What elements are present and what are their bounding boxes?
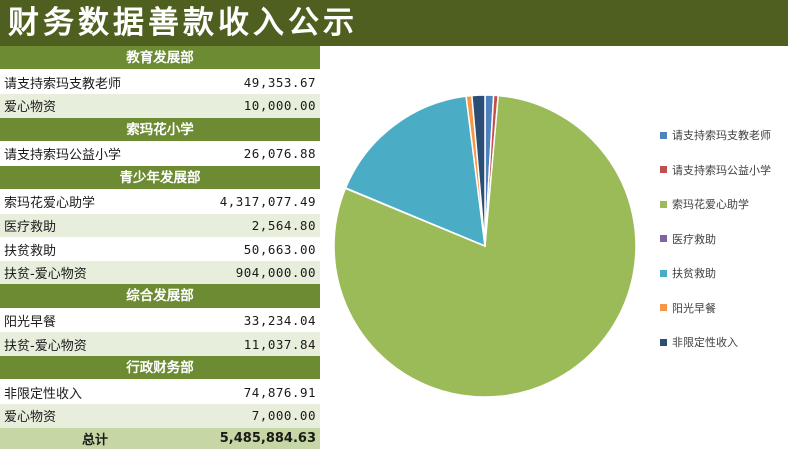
row-label: 爱心物资: [4, 410, 57, 426]
table-row: 索玛花爱心助学 4,317,077.49: [0, 190, 320, 214]
legend-swatch: [660, 338, 667, 346]
legend-swatch: [660, 131, 667, 139]
table-row: 非限定性收入 74,876.91: [0, 380, 320, 405]
legend-swatch: [660, 304, 667, 312]
legend-label: 阳光早餐: [672, 301, 716, 315]
table-row: 请支持索玛公益小学 26,076.88: [0, 142, 320, 166]
legend-item: 索玛花爱心助学: [660, 187, 788, 222]
row-label: 请支持索玛公益小学: [4, 148, 122, 164]
row-value: 7,000.00: [251, 408, 316, 424]
legend-item: 请支持索玛公益小学: [660, 153, 788, 188]
total-label: 总计: [81, 432, 108, 448]
pie-slice: [344, 95, 486, 248]
legend-label: 非限定性收入: [672, 336, 738, 350]
row-label: 爱心物资: [4, 100, 57, 116]
legend-swatch: [660, 166, 667, 174]
legend-label: 医疗救助: [672, 232, 716, 246]
donation-table: 教育发展部请支持索玛支教老师 49,353.67 爱心物资 10,000.00 索玛花小…: [0, 46, 320, 449]
legend-label: 索玛花爱心助学: [672, 198, 749, 212]
chart-legend: 请支持索玛支教老师 请支持索玛公益小学 索玛花爱心助学 医疗救助扶贫救助阳光早餐非限定…: [660, 118, 788, 360]
row-label: 扶贫-爱心物资: [4, 267, 87, 283]
legend-swatch: [660, 269, 667, 277]
legend-label: 请支持索玛支教老师: [672, 129, 771, 143]
legend-item: 医疗救助: [660, 222, 788, 257]
row-value: 26,076.88: [243, 146, 316, 162]
total-row: 总计 5,485,884.63: [0, 427, 320, 449]
section-header: 教育发展部: [0, 46, 320, 71]
section-header: 行政财务部: [0, 356, 320, 381]
table-row: 请支持索玛支教老师 49,353.67: [0, 70, 320, 94]
total-value: 5,485,884.63: [219, 430, 316, 446]
pie-slice: [471, 94, 486, 247]
section-header: 综合发展部: [0, 284, 320, 309]
section-header: 青少年发展部: [0, 165, 320, 190]
row-value: 74,876.91: [243, 384, 316, 400]
row-value: 4,317,077.49: [219, 194, 316, 210]
row-label: 阳光早餐: [4, 315, 57, 331]
legend-label: 请支持索玛公益小学: [672, 163, 771, 177]
legend-item: 阳光早餐: [660, 291, 788, 326]
table-row: 医疗救助 2,564.80: [0, 213, 320, 238]
legend-swatch: [660, 235, 667, 243]
row-value: 33,234.04: [243, 313, 316, 329]
row-value: 10,000.00: [243, 98, 316, 114]
pie-svg: [333, 94, 637, 398]
pie-chart: 请支持索玛支教老师 请支持索玛公益小学 索玛花爱心助学 医疗救助扶贫救助阳光早餐非限定…: [320, 46, 788, 449]
legend-label: 扶贫救助: [672, 267, 716, 281]
table-row: 阳光早餐 33,234.04: [0, 308, 320, 333]
legend-item: 扶贫救助: [660, 256, 788, 291]
row-value: 11,037.84: [243, 336, 316, 352]
page-title: 财务数据善款收入公示: [0, 0, 788, 46]
row-label: 扶贫-爱心物资: [4, 338, 87, 354]
row-label: 非限定性收入: [4, 386, 83, 402]
row-value: 49,353.67: [243, 74, 316, 90]
table-row: 扶贫-爱心物资 11,037.84: [0, 332, 320, 357]
legend-item: 请支持索玛支教老师: [660, 118, 788, 153]
row-label: 请支持索玛支教老师: [4, 76, 122, 92]
row-value: 50,663.00: [243, 241, 316, 257]
legend-item: 非限定性收入: [660, 325, 788, 360]
row-label: 索玛花爱心助学: [4, 196, 96, 212]
section-header: 索玛花小学: [0, 117, 320, 142]
row-label: 医疗救助: [4, 219, 57, 235]
row-label: 扶贫救助: [4, 243, 57, 259]
table-row: 扶贫救助 50,663.00: [0, 237, 320, 261]
row-value: 2,564.80: [251, 217, 316, 233]
table-row: 爱心物资 7,000.00: [0, 404, 320, 428]
table-row: 扶贫-爱心物资 904,000.00: [0, 260, 320, 285]
row-value: 904,000.00: [235, 265, 316, 281]
table-row: 爱心物资 10,000.00: [0, 94, 320, 118]
legend-swatch: [660, 200, 667, 208]
